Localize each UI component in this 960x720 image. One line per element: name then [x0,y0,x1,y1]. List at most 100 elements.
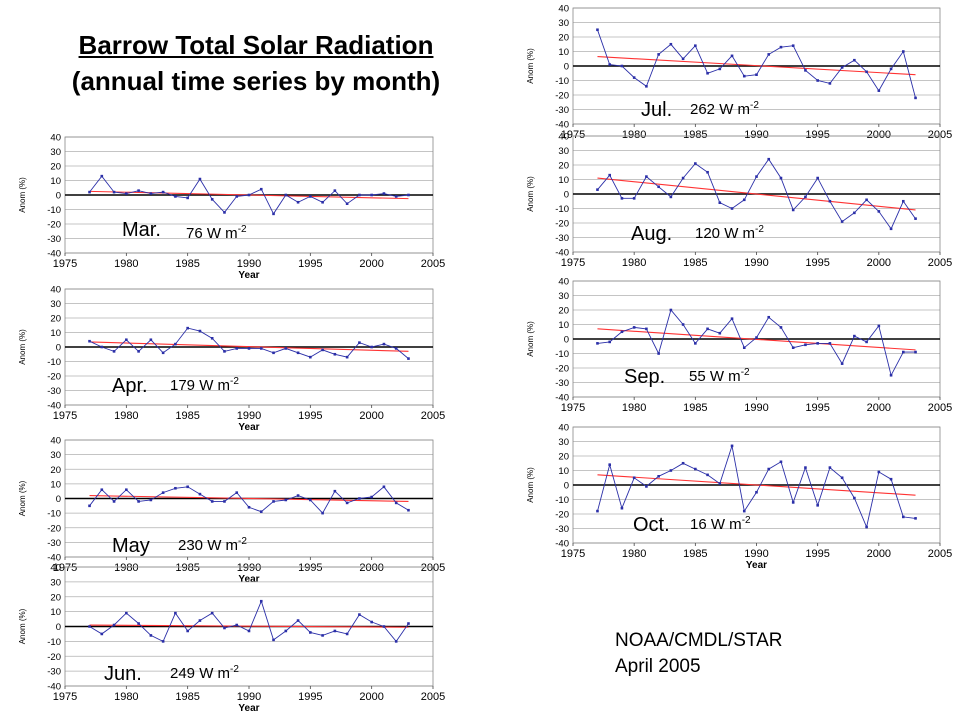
mean-value: 76 W m [186,225,238,242]
data-point [333,489,337,493]
data-point [596,28,599,32]
y-axis-label: Anom (%) [526,48,535,84]
data-point [681,57,685,61]
data-point [608,340,611,344]
y-tick-label: 20 [50,465,61,476]
y-tick-label: -30 [555,524,569,535]
data-point [161,640,165,643]
data-point [358,613,361,616]
data-point [730,444,734,448]
data-point [100,345,104,349]
data-point [358,341,361,344]
data-point [730,317,734,320]
x-tick-label: 2005 [928,257,952,269]
data-point [198,177,202,181]
data-point [853,58,856,62]
mean-radiation-label: 249 W m-2 [170,664,239,682]
data-point [718,201,722,204]
data-point [284,629,288,633]
data-point [742,198,746,202]
y-tick-label: 30 [50,450,61,461]
y-tick-label: 30 [50,147,61,158]
y-tick-label: 20 [50,162,61,173]
data-point [706,327,709,331]
mean-unit-exponent: -2 [742,515,751,526]
y-tick-label: -20 [47,372,61,383]
y-tick-label: 20 [558,306,569,317]
y-tick-label: -10 [47,509,61,520]
data-point [394,501,398,505]
x-tick-label: 1975 [561,129,585,141]
data-point [210,500,214,503]
y-tick-label: 20 [50,314,61,325]
data-point [718,482,722,485]
trend-line [89,495,409,502]
mean-value: 230 W m [178,537,238,554]
y-tick-label: -30 [47,234,61,245]
data-point [657,53,660,56]
data-point [198,492,202,496]
data-point [840,66,844,69]
data-point [767,53,771,56]
y-axis-label: Anom (%) [18,608,27,644]
data-point [877,89,881,92]
data-point [669,195,673,199]
y-tick-label: 10 [50,176,61,187]
data-point [914,217,917,220]
data-point [137,622,140,625]
data-point [608,463,611,466]
y-tick-label: 40 [558,4,569,15]
mean-unit-exponent: -2 [230,664,239,675]
x-tick-label: 1990 [744,548,768,560]
data-point [174,486,177,490]
data-point [840,362,844,365]
chart-jun: -40 -30 -20 -10 0 10 20 30 40 1975 1980 1985 1990 199… [18,563,445,715]
y-tick-label: 30 [558,18,569,29]
y-tick-label: -20 [47,652,61,663]
data-point [333,629,337,633]
data-point [100,488,104,492]
x-tick-label: 1980 [114,410,138,422]
x-axis-label: Year [238,703,259,714]
x-tick-label: 1995 [298,691,322,703]
y-tick-label: -30 [555,105,569,116]
x-tick-label: 1985 [175,562,199,574]
data-point [88,504,91,508]
data-point [321,200,324,204]
data-point [742,74,746,78]
x-tick-label: 1995 [805,402,829,414]
y-tick-label: -40 [555,539,569,550]
x-tick-label: 1975 [561,548,585,560]
y-tick-label: 10 [50,479,61,490]
y-tick-label: -40 [47,682,61,693]
y-tick-label: 40 [50,436,61,447]
data-point [161,351,165,355]
data-point [632,197,636,200]
data-point [645,175,648,178]
data-point [100,174,104,178]
data-point [718,331,722,335]
trend-line [89,341,409,352]
mean-radiation-label: 76 W m-2 [186,224,247,242]
data-point [816,342,819,345]
data-point [186,485,189,489]
data-point [877,324,881,328]
data-point [791,208,795,212]
data-point [632,76,636,79]
x-tick-label: 2005 [928,402,952,414]
data-point [596,509,599,513]
data-point [889,477,893,481]
data-point [608,63,611,66]
data-point [632,326,636,329]
data-point [407,508,410,512]
mean-value: 179 W m [170,377,230,394]
x-tick-label: 1990 [237,258,261,270]
month-label: Sep. [624,366,665,388]
data-point [828,466,832,469]
y-tick-label: 40 [558,423,569,434]
data-point [382,342,386,346]
data-point [125,488,128,492]
data-point [345,501,349,505]
data-point [828,199,832,203]
